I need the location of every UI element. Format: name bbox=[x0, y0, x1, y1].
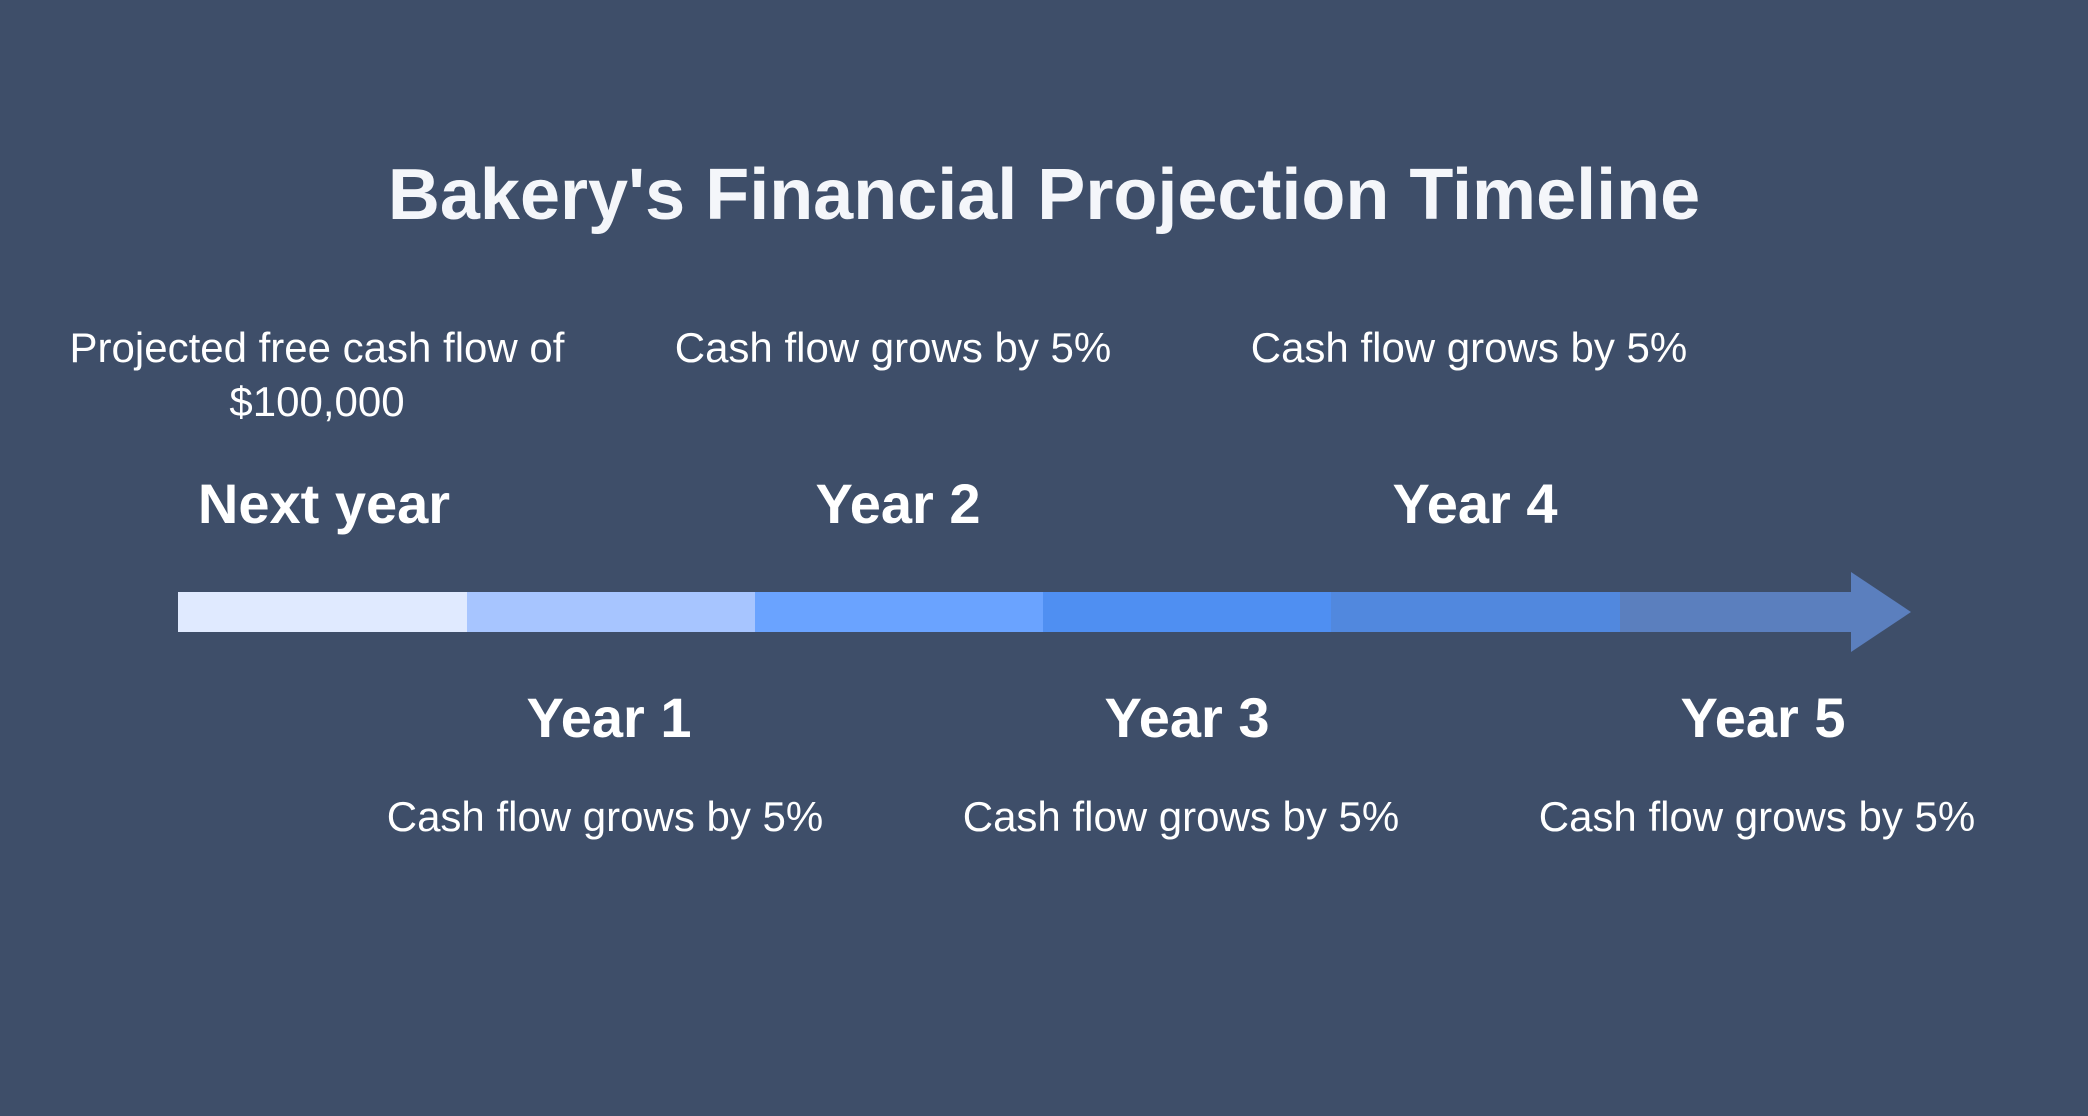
milestone-year-5-description: Cash flow grows by 5% bbox=[1538, 793, 1976, 840]
milestone-next-year-description: Projected free cash flow of $100,000 bbox=[69, 324, 565, 425]
milestone-year-1-label: Year 1 bbox=[526, 686, 692, 749]
timeline-segment-6 bbox=[1620, 592, 1852, 632]
timeline-segment-1 bbox=[178, 592, 467, 632]
timeline-segment-5 bbox=[1331, 592, 1620, 632]
arrow-head bbox=[1851, 572, 1911, 652]
timeline-segment-3 bbox=[755, 592, 1043, 632]
milestone-year-3-description: Cash flow grows by 5% bbox=[962, 793, 1400, 840]
timeline-segment-4 bbox=[1043, 592, 1331, 632]
timeline-segment-2 bbox=[467, 592, 755, 632]
milestone-year-5-label: Year 5 bbox=[1680, 686, 1846, 749]
milestone-year-2-description: Cash flow grows by 5% bbox=[674, 324, 1112, 371]
milestone-year-4-label: Year 4 bbox=[1392, 472, 1558, 535]
milestone-year-3-label: Year 3 bbox=[1104, 686, 1270, 749]
milestone-year-1-description: Cash flow grows by 5% bbox=[386, 793, 824, 840]
milestone-year-4-description: Cash flow grows by 5% bbox=[1250, 324, 1688, 371]
milestone-year-2-label: Year 2 bbox=[815, 472, 981, 535]
milestone-next-year-label: Next year bbox=[197, 472, 451, 535]
page-title: Bakery's Financial Projection Timeline bbox=[387, 155, 1701, 235]
